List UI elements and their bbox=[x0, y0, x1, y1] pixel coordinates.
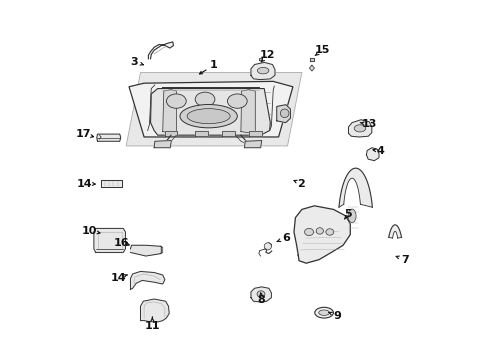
Polygon shape bbox=[309, 65, 314, 71]
Text: 1: 1 bbox=[210, 60, 218, 70]
Polygon shape bbox=[130, 271, 164, 289]
Ellipse shape bbox=[257, 291, 264, 297]
Polygon shape bbox=[248, 131, 261, 135]
Polygon shape bbox=[164, 131, 177, 135]
Text: 17: 17 bbox=[75, 129, 91, 139]
Ellipse shape bbox=[180, 104, 237, 128]
Polygon shape bbox=[276, 105, 290, 123]
Polygon shape bbox=[366, 148, 378, 161]
Text: 10: 10 bbox=[81, 226, 97, 236]
Ellipse shape bbox=[166, 94, 186, 108]
Text: 3: 3 bbox=[130, 57, 138, 67]
Text: 8: 8 bbox=[257, 295, 265, 305]
Polygon shape bbox=[309, 58, 314, 61]
Text: 7: 7 bbox=[401, 255, 408, 265]
Ellipse shape bbox=[318, 310, 329, 315]
Polygon shape bbox=[150, 89, 270, 135]
Text: 12: 12 bbox=[260, 50, 275, 60]
Ellipse shape bbox=[195, 92, 214, 107]
Polygon shape bbox=[126, 72, 301, 146]
Ellipse shape bbox=[227, 94, 247, 108]
Polygon shape bbox=[241, 90, 255, 133]
Circle shape bbox=[280, 109, 288, 118]
Ellipse shape bbox=[304, 228, 313, 235]
Polygon shape bbox=[101, 180, 122, 187]
Polygon shape bbox=[388, 225, 401, 238]
Polygon shape bbox=[338, 168, 371, 207]
Polygon shape bbox=[97, 134, 121, 141]
Polygon shape bbox=[94, 228, 125, 252]
Polygon shape bbox=[293, 206, 349, 263]
Polygon shape bbox=[140, 299, 169, 322]
Polygon shape bbox=[195, 131, 207, 135]
Text: 14: 14 bbox=[77, 179, 93, 189]
Polygon shape bbox=[148, 42, 173, 59]
Ellipse shape bbox=[347, 209, 355, 223]
Text: 13: 13 bbox=[361, 120, 376, 129]
Text: 14: 14 bbox=[110, 273, 126, 283]
Ellipse shape bbox=[325, 229, 333, 235]
Text: 5: 5 bbox=[344, 209, 351, 219]
Text: 2: 2 bbox=[297, 179, 305, 189]
Polygon shape bbox=[244, 140, 261, 148]
Polygon shape bbox=[250, 62, 274, 80]
Ellipse shape bbox=[353, 125, 365, 132]
Ellipse shape bbox=[314, 307, 333, 318]
Polygon shape bbox=[154, 140, 171, 148]
Polygon shape bbox=[222, 131, 234, 135]
Polygon shape bbox=[163, 90, 176, 133]
Text: 11: 11 bbox=[144, 321, 160, 331]
Text: 16: 16 bbox=[114, 238, 129, 248]
Ellipse shape bbox=[257, 67, 268, 74]
Polygon shape bbox=[250, 287, 271, 302]
Polygon shape bbox=[130, 245, 161, 256]
Polygon shape bbox=[258, 58, 261, 60]
Text: 6: 6 bbox=[281, 233, 289, 243]
Circle shape bbox=[264, 243, 271, 250]
Text: 4: 4 bbox=[376, 146, 384, 156]
Polygon shape bbox=[348, 120, 371, 137]
Text: 15: 15 bbox=[314, 45, 330, 55]
Text: 9: 9 bbox=[333, 311, 341, 321]
Ellipse shape bbox=[316, 228, 323, 234]
Ellipse shape bbox=[187, 109, 230, 124]
Polygon shape bbox=[129, 81, 292, 137]
